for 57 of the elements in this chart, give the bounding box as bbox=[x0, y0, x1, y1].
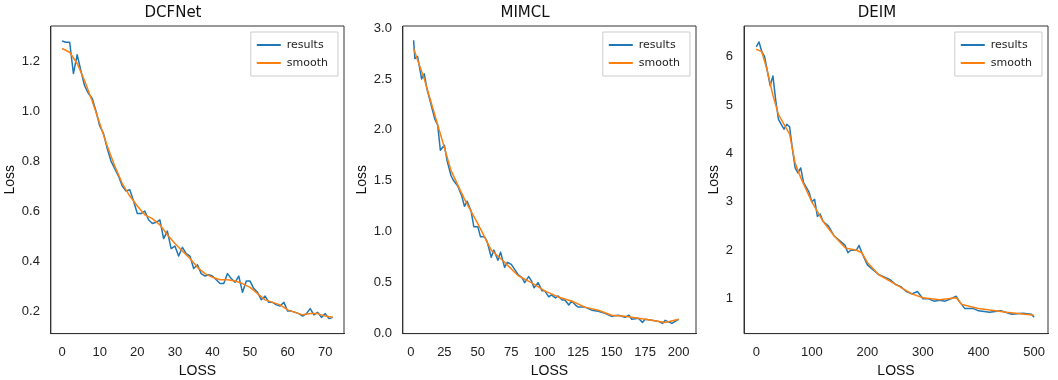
y-tick-label: 3 bbox=[725, 193, 734, 209]
x-tick-label: 70 bbox=[317, 343, 333, 359]
y-tick-label: 1.0 bbox=[21, 102, 40, 118]
y-tick-label: 2 bbox=[725, 241, 734, 257]
x-tick-label: 60 bbox=[280, 343, 295, 359]
x-tick-label: 0 bbox=[407, 343, 415, 359]
legend-label: smooth bbox=[990, 55, 1033, 69]
y-tick-label: 0.8 bbox=[21, 152, 40, 168]
x-tick-label: 150 bbox=[600, 343, 623, 359]
x-tick-label: 50 bbox=[242, 343, 258, 359]
x-axis-title: LOSS bbox=[530, 362, 569, 379]
x-tick-label: 10 bbox=[92, 343, 107, 359]
y-tick-label: 0.4 bbox=[21, 252, 40, 268]
y-tick-label: 0.5 bbox=[373, 274, 392, 290]
legend-label: smooth bbox=[286, 55, 329, 69]
x-tick-label: 200 bbox=[667, 343, 690, 359]
chart-title: MIMCL bbox=[500, 2, 551, 21]
x-tick-label: 25 bbox=[437, 343, 452, 359]
y-tick-label: 1.5 bbox=[373, 172, 392, 188]
y-axis-title: Loss bbox=[705, 165, 722, 195]
legend-label: smooth bbox=[638, 55, 681, 69]
x-tick-label: 40 bbox=[205, 343, 220, 359]
y-axis-title: Loss bbox=[353, 165, 370, 195]
x-tick-label: 100 bbox=[533, 343, 556, 359]
x-tick-label: 125 bbox=[567, 343, 590, 359]
y-tick-label: 3.0 bbox=[373, 19, 392, 35]
y-tick-label: 1.2 bbox=[21, 52, 40, 68]
x-tick-label: 500 bbox=[1023, 343, 1045, 359]
y-tick-label: 2.0 bbox=[373, 121, 392, 137]
x-tick-label: 20 bbox=[130, 343, 145, 359]
y-tick-label: 0.0 bbox=[373, 325, 392, 341]
y-axis-title: Loss bbox=[1, 165, 18, 195]
x-tick-label: 100 bbox=[800, 343, 823, 359]
x-tick-label: 200 bbox=[856, 343, 879, 359]
legend-label: results bbox=[638, 37, 676, 51]
y-tick-label: 5 bbox=[725, 96, 734, 112]
x-tick-label: 400 bbox=[967, 343, 990, 359]
y-tick-label: 2.5 bbox=[373, 70, 392, 86]
legend-label: results bbox=[286, 37, 324, 51]
x-tick-label: 0 bbox=[752, 343, 760, 359]
x-tick-label: 300 bbox=[912, 343, 934, 359]
x-tick-label: 175 bbox=[634, 343, 656, 359]
x-tick-label: 50 bbox=[470, 343, 486, 359]
y-tick-label: 1 bbox=[725, 290, 734, 306]
x-tick-label: 30 bbox=[167, 343, 183, 359]
x-tick-label: 75 bbox=[504, 343, 519, 359]
y-tick-label: 0.6 bbox=[21, 202, 40, 218]
y-tick-label: 1.0 bbox=[373, 223, 392, 239]
legend-label: results bbox=[990, 37, 1028, 51]
x-axis-title: LOSS bbox=[178, 362, 217, 379]
y-tick-label: 6 bbox=[725, 48, 734, 64]
chart-title: DEIM bbox=[857, 2, 897, 21]
x-tick-label: 0 bbox=[58, 343, 66, 359]
x-axis-title: LOSS bbox=[877, 362, 915, 379]
chart-title: DCFNet bbox=[144, 2, 202, 21]
y-tick-label: 4 bbox=[725, 144, 734, 160]
y-tick-label: 0.2 bbox=[21, 302, 40, 318]
